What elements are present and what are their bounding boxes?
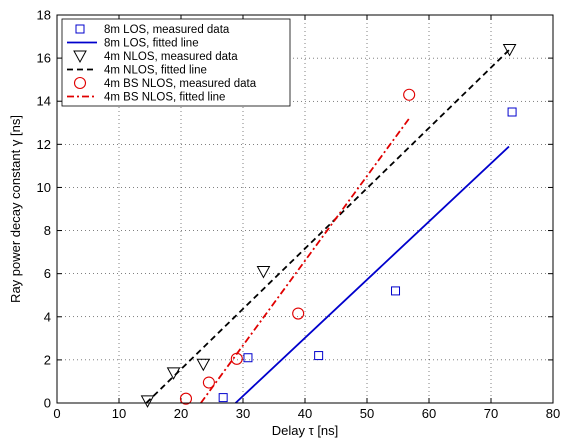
y-tick-label: 0 (44, 396, 51, 411)
x-tick-label: 70 (484, 406, 498, 421)
data-point (403, 88, 416, 101)
x-tick-label: 60 (422, 406, 436, 421)
legend-label: 4m BS NLOS, measured data (104, 78, 257, 90)
x-tick-label: 20 (174, 406, 188, 421)
series-line (145, 48, 511, 404)
data-point (292, 307, 305, 320)
y-tick-label: 16 (37, 51, 51, 66)
data-point (314, 351, 324, 361)
series-line (234, 145, 510, 404)
x-tick-label: 40 (298, 406, 312, 421)
data-point (140, 395, 155, 408)
legend-label: 8m LOS, fitted line (104, 38, 199, 50)
data-point (391, 286, 401, 296)
legend: 8m LOS, measured data 8m LOS, fitted line… (61, 18, 291, 107)
data-point (502, 43, 517, 57)
data-point (256, 266, 271, 279)
legend-label: 4m BS NLOS, fitted line (104, 92, 225, 104)
legend-label: 8m LOS, measured data (104, 24, 230, 36)
x-tick-label: 10 (112, 406, 126, 421)
legend-label: 4m NLOS, fitted line (104, 65, 207, 77)
data-point (507, 107, 517, 117)
legend-box (61, 18, 291, 107)
series-layer (140, 43, 517, 408)
legend-label: 4m NLOS, measured data (104, 51, 238, 63)
x-tick-label: 0 (53, 406, 60, 421)
x-axis-label: Delay τ [ns] (272, 423, 339, 438)
data-point (202, 376, 215, 389)
series-1 (234, 145, 510, 404)
series-5 (200, 117, 410, 404)
data-point (196, 358, 211, 372)
legend-swatch (75, 24, 85, 34)
y-tick-label: 8 (44, 223, 51, 238)
data-point (218, 393, 228, 403)
plot-frame (56, 14, 554, 404)
tick-labels: 0 10 20 30 40 50 60 70 80 0 2 4 6 8 10 12 14 16 18 (37, 8, 561, 422)
x-tick-label: 80 (546, 406, 560, 421)
y-tick-label: 10 (37, 180, 51, 195)
series-line (200, 117, 410, 404)
series-0 (218, 107, 517, 403)
data-point (179, 392, 193, 405)
y-tick-label: 14 (37, 94, 51, 109)
x-tick-label: 30 (236, 406, 250, 421)
legend-swatch (73, 76, 87, 90)
y-tick-label: 18 (37, 8, 51, 23)
x-tick-label: 50 (360, 406, 374, 421)
y-tick-label: 2 (44, 352, 51, 367)
y-tick-label: 4 (44, 309, 51, 324)
y-tick-label: 12 (37, 137, 51, 152)
legend-swatch (73, 50, 87, 64)
y-tick-label: 6 (44, 266, 51, 281)
y-axis-label: Ray power decay constant γ [ns] (8, 115, 23, 303)
series-3 (145, 48, 511, 404)
data-point (243, 353, 253, 363)
series-2 (140, 43, 517, 408)
